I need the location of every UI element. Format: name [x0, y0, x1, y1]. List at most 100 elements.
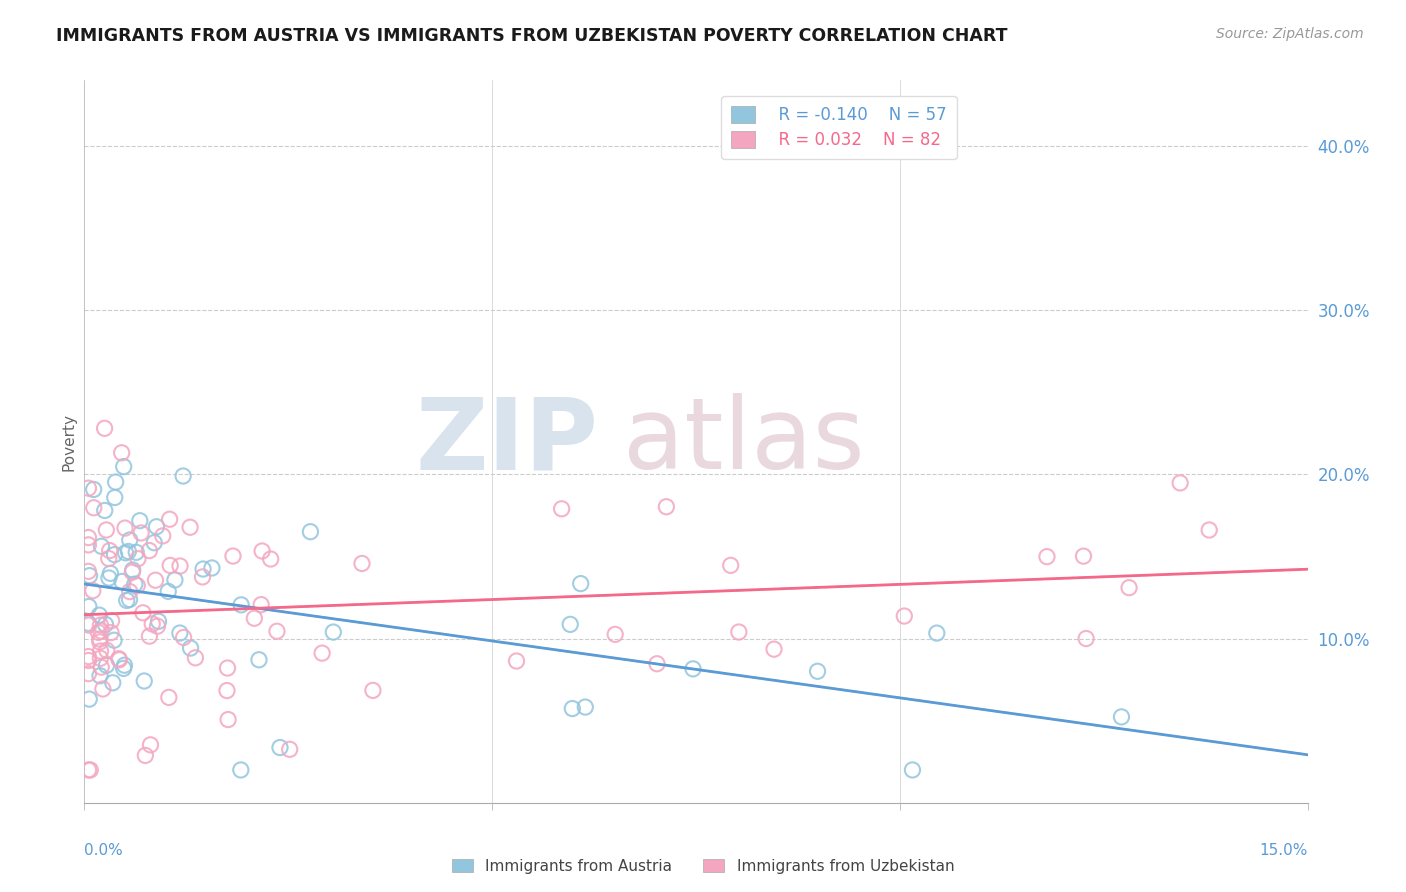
- Point: [145, 573, 167, 587]
- Point: [96, 658, 118, 673]
- Point: [217, 713, 239, 727]
- Point: [108, 651, 131, 665]
- Text: 0.0%: 0.0%: [84, 843, 124, 857]
- Point: [82, 583, 104, 598]
- Point: [100, 566, 122, 581]
- Point: [77, 531, 100, 545]
- Point: [184, 650, 207, 665]
- Point: [250, 598, 273, 612]
- Point: [806, 665, 828, 679]
- Point: [222, 549, 245, 563]
- Point: [77, 692, 100, 706]
- Point: [89, 618, 111, 632]
- Point: [727, 625, 749, 640]
- Point: [569, 576, 592, 591]
- Point: [90, 660, 112, 674]
- Point: [180, 641, 202, 656]
- Point: [231, 598, 253, 612]
- Point: [201, 561, 224, 575]
- Point: [260, 552, 283, 566]
- Point: [1118, 581, 1140, 595]
- Point: [191, 562, 214, 576]
- Point: [605, 627, 627, 641]
- Point: [159, 558, 181, 573]
- Point: [114, 521, 136, 535]
- Point: [134, 673, 156, 688]
- Point: [720, 558, 742, 573]
- Point: [125, 545, 148, 559]
- Point: [77, 481, 100, 495]
- Point: [89, 669, 111, 683]
- Point: [172, 469, 194, 483]
- Point: [90, 624, 112, 638]
- Point: [163, 573, 186, 587]
- Point: [229, 763, 252, 777]
- Point: [104, 491, 127, 505]
- Point: [100, 614, 122, 628]
- Point: [77, 649, 100, 664]
- Point: [505, 654, 527, 668]
- Point: [191, 570, 214, 584]
- Point: [100, 625, 122, 640]
- Point: [128, 514, 150, 528]
- Point: [152, 529, 174, 543]
- Point: [269, 740, 291, 755]
- Point: [77, 616, 100, 631]
- Point: [111, 446, 134, 460]
- Point: [77, 565, 100, 579]
- Point: [1073, 549, 1095, 563]
- Point: [574, 700, 596, 714]
- Point: [1168, 475, 1191, 490]
- Point: [97, 551, 120, 566]
- Text: 15.0%: 15.0%: [1260, 843, 1308, 857]
- Point: [299, 524, 322, 539]
- Legend: Immigrants from Austria, Immigrants from Uzbekistan: Immigrants from Austria, Immigrants from…: [446, 853, 960, 880]
- Point: [179, 520, 201, 534]
- Point: [132, 606, 155, 620]
- Point: [134, 748, 156, 763]
- Point: [311, 646, 333, 660]
- Point: [89, 632, 111, 646]
- Point: [655, 500, 678, 514]
- Legend:   R = -0.140    N = 57,   R = 0.032    N = 82: R = -0.140 N = 57, R = 0.032 N = 82: [721, 95, 956, 159]
- Point: [243, 611, 266, 625]
- Point: [112, 459, 135, 474]
- Point: [146, 619, 169, 633]
- Point: [127, 551, 149, 566]
- Point: [682, 662, 704, 676]
- Point: [77, 653, 100, 667]
- Point: [266, 624, 288, 639]
- Point: [322, 625, 344, 640]
- Point: [83, 483, 105, 497]
- Point: [117, 544, 139, 558]
- Point: [77, 599, 100, 614]
- Text: ZIP: ZIP: [415, 393, 598, 490]
- Point: [108, 653, 131, 667]
- Point: [97, 571, 120, 585]
- Point: [87, 625, 110, 640]
- Point: [114, 658, 136, 673]
- Y-axis label: Poverty: Poverty: [60, 412, 76, 471]
- Point: [79, 568, 101, 582]
- Point: [124, 577, 146, 591]
- Point: [173, 631, 195, 645]
- Point: [115, 593, 138, 607]
- Point: [96, 523, 118, 537]
- Point: [925, 626, 948, 640]
- Point: [118, 584, 141, 599]
- Point: [90, 644, 112, 658]
- Point: [103, 633, 125, 648]
- Point: [893, 609, 915, 624]
- Point: [145, 519, 167, 533]
- Point: [350, 557, 373, 571]
- Point: [148, 615, 170, 629]
- Point: [94, 503, 117, 517]
- Text: Source: ZipAtlas.com: Source: ZipAtlas.com: [1216, 27, 1364, 41]
- Point: [118, 533, 141, 547]
- Point: [247, 653, 270, 667]
- Point: [361, 683, 384, 698]
- Point: [118, 592, 141, 607]
- Point: [101, 675, 124, 690]
- Point: [141, 616, 163, 631]
- Point: [83, 500, 105, 515]
